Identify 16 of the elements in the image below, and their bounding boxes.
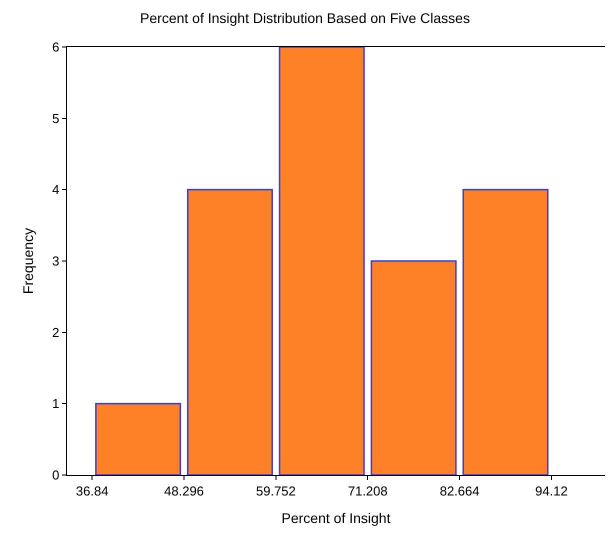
y-tick-label: 4 xyxy=(52,182,60,198)
y-tick-label: 1 xyxy=(52,396,60,412)
x-tick-label: 71.208 xyxy=(348,484,388,499)
x-tick-label: 48.296 xyxy=(164,484,204,499)
x-tick-label: 82.664 xyxy=(440,484,480,499)
y-tick-label: 0 xyxy=(52,468,60,483)
y-tick-label: 3 xyxy=(52,254,60,269)
x-tick-label: 36.84 xyxy=(76,484,108,499)
y-tick-label: 6 xyxy=(52,40,60,55)
chart-title: Percent of Insight Distribution Based on Five Classes xyxy=(140,10,470,26)
x-tick-label: 94.12 xyxy=(535,484,568,499)
x-tick-label: 59.752 xyxy=(256,484,296,499)
y-tick-label: 5 xyxy=(52,110,60,126)
x-axis-title: Percent of Insight xyxy=(282,510,391,526)
y-axis-title: Frequency xyxy=(20,228,36,294)
y-tick-label: 2 xyxy=(52,324,60,340)
